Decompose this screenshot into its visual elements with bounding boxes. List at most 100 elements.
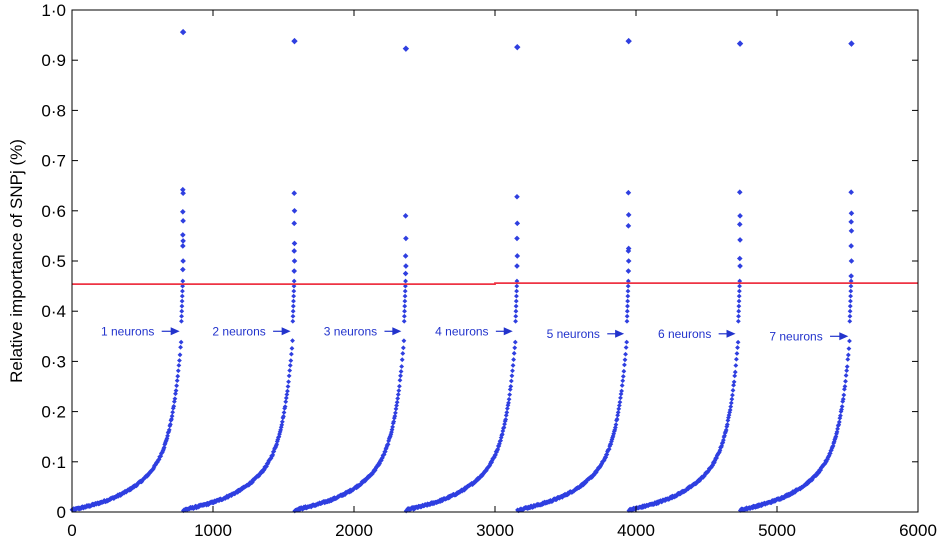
data-point bbox=[606, 446, 612, 452]
data-point-outlier bbox=[848, 243, 854, 249]
data-point bbox=[494, 449, 500, 455]
data-point bbox=[167, 421, 173, 427]
data-point-outlier bbox=[402, 253, 409, 259]
data-point bbox=[848, 283, 854, 289]
data-point bbox=[179, 318, 184, 324]
data-point-outlier bbox=[625, 248, 632, 254]
data-point-outlier bbox=[514, 235, 520, 242]
data-point-top bbox=[402, 45, 410, 52]
y-tick-label: 0·4 bbox=[41, 302, 66, 321]
data-point bbox=[839, 404, 845, 409]
data-point bbox=[614, 416, 620, 422]
x-tick-label: 3000 bbox=[476, 521, 514, 540]
data-point bbox=[285, 384, 291, 389]
data-point bbox=[508, 383, 514, 389]
data-point-outlier bbox=[403, 235, 409, 242]
data-point bbox=[736, 293, 742, 299]
data-point bbox=[625, 303, 630, 309]
data-point bbox=[625, 288, 631, 294]
data-point bbox=[847, 313, 853, 319]
data-point bbox=[398, 373, 403, 379]
data-point bbox=[843, 378, 848, 384]
data-point bbox=[288, 351, 294, 357]
data-point bbox=[499, 431, 505, 437]
data-point bbox=[279, 422, 285, 428]
data-point bbox=[281, 413, 286, 419]
data-point bbox=[291, 278, 297, 284]
data-point bbox=[513, 318, 518, 324]
data-point bbox=[839, 407, 844, 412]
data-point bbox=[513, 303, 519, 309]
data-point bbox=[818, 467, 824, 473]
data-point bbox=[720, 437, 726, 443]
data-point bbox=[164, 435, 170, 441]
data-point-outlier bbox=[514, 220, 521, 227]
y-axis-label: Relative importance of SNPj (%) bbox=[7, 139, 26, 383]
data-point bbox=[513, 298, 519, 304]
data-point bbox=[291, 288, 297, 294]
data-point bbox=[845, 352, 851, 358]
data-point-top bbox=[179, 28, 187, 36]
data-point-outlier bbox=[180, 218, 186, 224]
data-point-outlier bbox=[291, 258, 298, 264]
data-point-top bbox=[848, 40, 855, 47]
data-point bbox=[733, 356, 739, 362]
data-point bbox=[619, 388, 625, 394]
data-point bbox=[396, 383, 402, 389]
data-point-outlier bbox=[180, 266, 186, 273]
x-tick-label: 5000 bbox=[758, 521, 796, 540]
data-point-outlier bbox=[736, 221, 743, 228]
segment-arrow-head bbox=[392, 327, 402, 336]
data-point bbox=[510, 368, 515, 374]
data-point bbox=[171, 403, 177, 409]
data-point bbox=[276, 434, 282, 440]
segment-arrow-head bbox=[170, 327, 180, 336]
data-point bbox=[503, 417, 509, 422]
data-point-outlier bbox=[180, 209, 186, 215]
data-point bbox=[400, 351, 406, 356]
data-point bbox=[624, 308, 630, 314]
data-point bbox=[290, 338, 295, 344]
data-point bbox=[838, 413, 843, 418]
data-point bbox=[504, 406, 510, 411]
data-point bbox=[724, 422, 730, 427]
data-point-outlier bbox=[180, 238, 186, 244]
y-tick-label: 0·5 bbox=[41, 252, 66, 271]
data-point bbox=[179, 303, 185, 309]
data-point-outlier bbox=[736, 255, 743, 262]
segment-label: 3 neurons bbox=[324, 324, 377, 338]
data-point bbox=[735, 345, 740, 350]
data-point bbox=[840, 399, 846, 404]
data-point bbox=[730, 387, 736, 393]
data-point bbox=[838, 409, 844, 414]
data-point bbox=[822, 460, 828, 466]
data-point bbox=[285, 388, 290, 394]
data-point bbox=[847, 338, 852, 344]
data-point bbox=[283, 395, 289, 401]
data-point bbox=[401, 338, 407, 344]
data-point bbox=[390, 424, 396, 430]
data-point bbox=[622, 357, 628, 363]
data-point-outlier bbox=[737, 263, 743, 269]
data-point bbox=[180, 278, 186, 284]
data-point bbox=[284, 392, 290, 397]
data-point-outlier bbox=[514, 253, 521, 259]
segment-label: 1 neurons bbox=[101, 324, 154, 338]
data-point bbox=[402, 298, 408, 304]
data-point-outlier bbox=[291, 208, 298, 214]
data-point bbox=[619, 383, 625, 388]
data-point-outlier bbox=[625, 189, 632, 196]
data-point bbox=[290, 313, 296, 319]
y-tick-label: 0·8 bbox=[41, 101, 66, 120]
segment-label: 5 neurons bbox=[547, 327, 600, 341]
data-point bbox=[402, 303, 408, 309]
segment-arrow-head bbox=[615, 329, 625, 338]
data-point-outlier bbox=[737, 213, 743, 219]
data-point bbox=[290, 318, 296, 324]
data-point bbox=[287, 363, 293, 368]
data-point bbox=[507, 392, 513, 398]
data-point bbox=[385, 441, 391, 447]
data-point bbox=[180, 288, 185, 294]
data-point bbox=[394, 399, 400, 405]
